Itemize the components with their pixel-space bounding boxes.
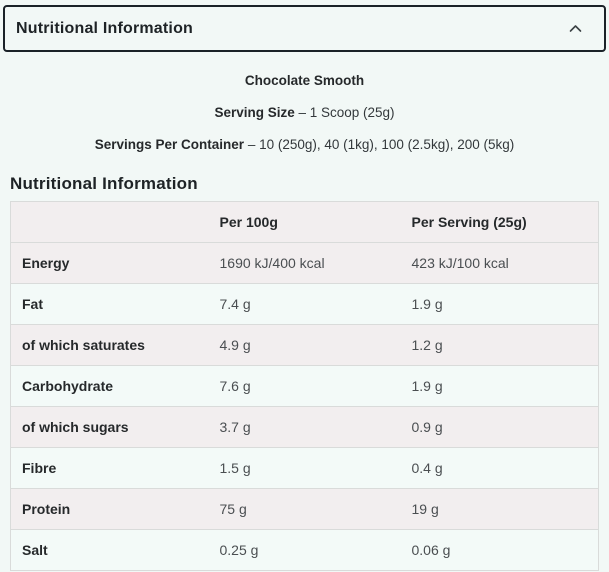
row-label: Energy — [10, 242, 209, 284]
row-value-per-100g: 7.6 g — [208, 365, 401, 407]
row-value-per-100g: 0.25 g — [208, 529, 401, 571]
row-value-per-serving: 1.9 g — [400, 283, 599, 325]
row-label: Fibre — [10, 447, 209, 489]
row-value-per-100g: 4.9 g — [208, 324, 401, 366]
row-value-per-serving: 0.9 g — [400, 406, 599, 448]
table-row-saturates: of which saturates 4.9 g 1.2 g — [10, 324, 599, 366]
header-cell-per-serving: Per Serving (25g) — [411, 214, 527, 230]
table-row-energy: Energy 1690 kJ/400 kcal 423 kJ/100 kcal — [10, 242, 599, 284]
table-row-fibre: Fibre 1.5 g 0.4 g — [10, 447, 599, 489]
table-row-protein: Protein 75 g 19 g — [10, 488, 599, 530]
table-row-sugars: of which sugars 3.7 g 0.9 g — [10, 406, 599, 448]
servings-per-container-value: – 10 (250g), 40 (1kg), 100 (2.5kg), 200 … — [244, 137, 515, 152]
row-label: Protein — [10, 488, 209, 530]
row-value-per-100g: 1690 kJ/400 kcal — [208, 242, 401, 284]
serving-size-label: Serving Size — [214, 105, 295, 120]
row-label: Salt — [10, 529, 209, 571]
row-value-per-serving: 19 g — [400, 488, 599, 530]
table-header-row: Per 100g Per Serving (25g) — [10, 201, 599, 243]
serving-size-value: – 1 Scoop (25g) — [294, 105, 395, 120]
row-value-per-serving: 423 kJ/100 kcal — [400, 242, 599, 284]
table-row-salt: Salt 0.25 g 0.06 g — [10, 529, 599, 571]
nutritional-information-accordion-header[interactable]: Nutritional Information — [3, 5, 606, 52]
row-label: Fat — [10, 283, 209, 325]
row-label: Carbohydrate — [10, 365, 209, 407]
nutrition-table: Per 100g Per Serving (25g) Energy 1690 k… — [10, 201, 599, 571]
table-row-carbohydrate: Carbohydrate 7.6 g 1.9 g — [10, 365, 599, 407]
section-heading: Nutritional Information — [10, 174, 198, 193]
row-value-per-serving: 1.2 g — [400, 324, 599, 366]
row-value-per-100g: 1.5 g — [208, 447, 401, 489]
table-row-fat: Fat 7.4 g 1.9 g — [10, 283, 599, 325]
row-value-per-100g: 7.4 g — [208, 283, 401, 325]
row-value-per-100g: 75 g — [208, 488, 401, 530]
product-intro: Chocolate Smooth Serving Size – 1 Scoop … — [0, 73, 609, 152]
row-value-per-serving: 0.06 g — [400, 529, 599, 571]
chevron-up-icon[interactable] — [569, 24, 582, 33]
row-label: of which saturates — [10, 324, 209, 366]
row-value-per-serving: 0.4 g — [400, 447, 599, 489]
servings-per-container-label: Servings Per Container — [94, 137, 245, 152]
row-value-per-serving: 1.9 g — [400, 365, 599, 407]
header-cell-per-100g: Per 100g — [219, 214, 278, 230]
flavour-name: Chocolate Smooth — [244, 73, 365, 88]
row-label: of which sugars — [10, 406, 209, 448]
accordion-title: Nutritional Information — [16, 19, 194, 37]
header-cell-blank — [11, 202, 209, 243]
row-value-per-100g: 3.7 g — [208, 406, 401, 448]
